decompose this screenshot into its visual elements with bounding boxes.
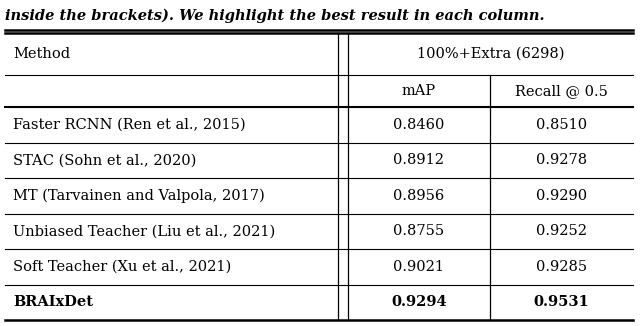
Text: 0.8460: 0.8460 <box>394 118 445 132</box>
Text: 0.8755: 0.8755 <box>394 224 445 238</box>
Text: 0.8912: 0.8912 <box>394 153 445 167</box>
Text: Recall @ 0.5: Recall @ 0.5 <box>515 84 608 98</box>
Text: mAP: mAP <box>402 84 436 98</box>
Text: MT (Tarvainen and Valpola, 2017): MT (Tarvainen and Valpola, 2017) <box>13 188 265 203</box>
Text: 0.9021: 0.9021 <box>394 260 445 274</box>
Text: 0.9531: 0.9531 <box>534 295 589 309</box>
Text: 0.9252: 0.9252 <box>536 224 587 238</box>
Text: Soft Teacher (Xu et al., 2021): Soft Teacher (Xu et al., 2021) <box>13 260 231 274</box>
Text: 0.8956: 0.8956 <box>394 189 445 203</box>
Text: 0.9278: 0.9278 <box>536 153 587 167</box>
Text: Faster RCNN (Ren et al., 2015): Faster RCNN (Ren et al., 2015) <box>13 118 246 132</box>
Text: Unbiased Teacher (Liu et al., 2021): Unbiased Teacher (Liu et al., 2021) <box>13 224 275 238</box>
Text: inside the brackets). We highlight the best result in each column.: inside the brackets). We highlight the b… <box>5 9 545 23</box>
Text: 0.9285: 0.9285 <box>536 260 587 274</box>
Text: Method: Method <box>13 47 70 61</box>
Text: BRAIxDet: BRAIxDet <box>13 295 93 309</box>
Text: STAC (Sohn et al., 2020): STAC (Sohn et al., 2020) <box>13 153 196 167</box>
Text: 100%+Extra (6298): 100%+Extra (6298) <box>417 47 564 61</box>
Text: 0.8510: 0.8510 <box>536 118 587 132</box>
Text: 0.9290: 0.9290 <box>536 189 587 203</box>
Text: 0.9294: 0.9294 <box>391 295 447 309</box>
